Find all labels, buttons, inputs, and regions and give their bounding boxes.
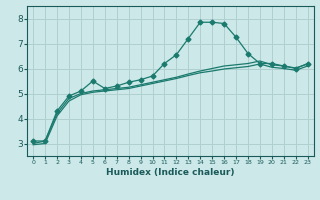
- X-axis label: Humidex (Indice chaleur): Humidex (Indice chaleur): [106, 168, 235, 177]
